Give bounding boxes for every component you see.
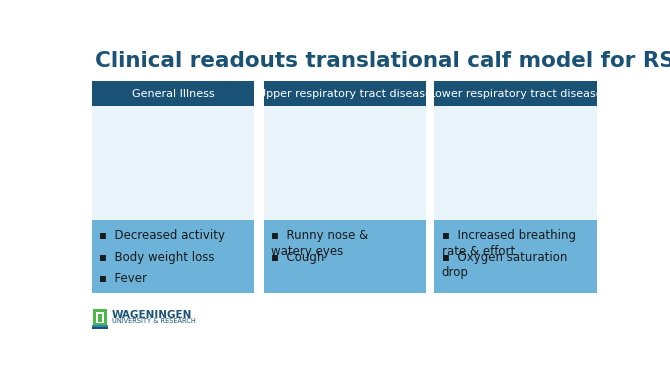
Text: ▪  Cough: ▪ Cough [271,251,325,264]
Text: General Illness: General Illness [131,89,214,99]
FancyBboxPatch shape [263,220,426,293]
Text: ▪  Fever: ▪ Fever [99,273,147,285]
FancyBboxPatch shape [434,106,597,220]
Text: Clinical readouts translational calf model for RSV: Clinical readouts translational calf mod… [94,51,670,70]
FancyBboxPatch shape [434,81,597,106]
FancyBboxPatch shape [263,106,426,220]
Text: ▪  Runny nose &
watery eyes: ▪ Runny nose & watery eyes [271,229,368,258]
FancyBboxPatch shape [92,327,108,329]
FancyBboxPatch shape [98,314,103,322]
Text: ▪  Oxygen saturation
drop: ▪ Oxygen saturation drop [442,251,567,279]
FancyBboxPatch shape [263,81,426,106]
FancyBboxPatch shape [96,313,104,323]
Text: WAGENINGEN: WAGENINGEN [112,310,192,320]
FancyBboxPatch shape [92,220,254,293]
Text: UNIVERSITY & RESEARCH: UNIVERSITY & RESEARCH [112,318,196,324]
FancyBboxPatch shape [434,220,597,293]
FancyBboxPatch shape [92,106,254,220]
FancyBboxPatch shape [93,310,107,326]
Text: Lower respiratory tract disease: Lower respiratory tract disease [429,89,602,99]
Text: ▪  Body weight loss: ▪ Body weight loss [99,251,215,264]
Text: ▪  Decreased activity: ▪ Decreased activity [99,229,225,242]
Text: ▪  Increased breathing
rate & effort: ▪ Increased breathing rate & effort [442,229,576,258]
FancyBboxPatch shape [92,325,108,329]
Text: Upper respiratory tract disease: Upper respiratory tract disease [258,89,432,99]
FancyBboxPatch shape [92,81,254,106]
